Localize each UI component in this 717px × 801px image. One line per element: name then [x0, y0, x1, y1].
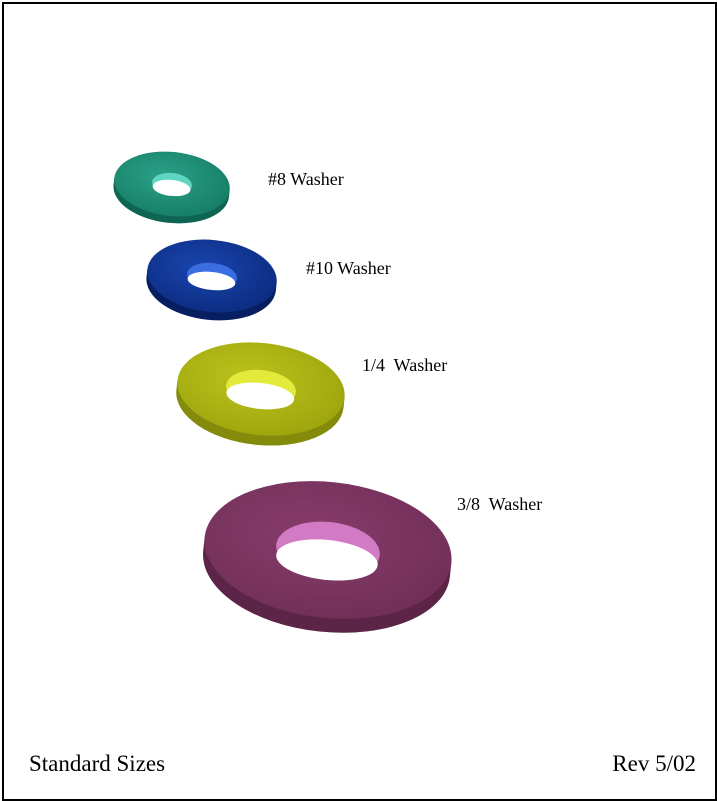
washer-1-4-label: 1/4 Washer [362, 355, 447, 375]
washer-10 [146, 239, 277, 321]
washer-8-label: #8 Washer [268, 169, 344, 189]
footer-revision: Rev 5/02 [612, 751, 696, 776]
washer-3-8 [203, 481, 452, 633]
washer-10-label: #10 Washer [306, 258, 391, 278]
washer-8 [113, 151, 230, 224]
footer-title: Standard Sizes [29, 751, 166, 776]
washer-1-4 [176, 342, 345, 446]
washer-3-8-label: 3/8 Washer [457, 494, 542, 514]
washers-illustration: #8 Washer #10 Washer 1/4 Washer 3/8 Wash… [113, 151, 542, 633]
